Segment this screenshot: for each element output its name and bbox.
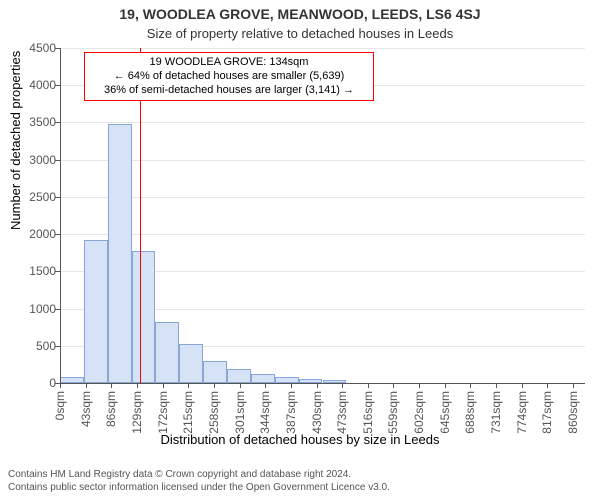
y-tick-label: 1000: [29, 302, 60, 316]
x-tick-mark: [573, 383, 574, 388]
x-tick-mark: [445, 383, 446, 388]
histogram-bar: [203, 361, 227, 383]
x-tick-mark: [291, 383, 292, 388]
annotation-line: 19 WOODLEA GROVE: 134sqm: [91, 56, 367, 70]
x-tick-mark: [393, 383, 394, 388]
x-tick-mark: [137, 383, 138, 388]
annotation-line: 36% of semi-detached houses are larger (…: [91, 84, 367, 98]
y-tick-label: 500: [36, 339, 60, 353]
y-axis-line: [60, 48, 61, 383]
y-axis-label: Number of detached properties: [8, 51, 23, 230]
y-tick-label: 2500: [29, 190, 60, 204]
x-tick-label: 860sqm: [566, 391, 580, 434]
x-tick-label: 559sqm: [386, 391, 400, 434]
x-tick-mark: [111, 383, 112, 388]
footer-text: Contains HM Land Registry data © Crown c…: [8, 469, 390, 494]
x-tick-label: 774sqm: [515, 391, 529, 434]
x-tick-mark: [240, 383, 241, 388]
x-tick-label: 172sqm: [156, 391, 170, 434]
chart-sub-title: Size of property relative to detached ho…: [0, 26, 600, 41]
x-tick-label: 215sqm: [181, 391, 195, 434]
x-tick-mark: [470, 383, 471, 388]
chart-main-title: 19, WOODLEA GROVE, MEANWOOD, LEEDS, LS6 …: [0, 6, 600, 22]
x-tick-mark: [547, 383, 548, 388]
histogram-bar: [84, 240, 108, 383]
x-tick-mark: [419, 383, 420, 388]
x-tick-label: 301sqm: [233, 391, 247, 434]
x-tick-label: 344sqm: [258, 391, 272, 434]
x-tick-mark: [188, 383, 189, 388]
x-tick-label: 602sqm: [412, 391, 426, 434]
x-tick-label: 688sqm: [463, 391, 477, 434]
y-tick-label: 3000: [29, 153, 60, 167]
x-tick-label: 430sqm: [310, 391, 324, 434]
grid-line: [60, 234, 585, 235]
x-tick-label: 43sqm: [79, 391, 93, 427]
x-tick-mark: [265, 383, 266, 388]
y-tick-label: 3500: [29, 115, 60, 129]
footer-line: Contains public sector information licen…: [8, 482, 390, 495]
x-tick-label: 731sqm: [489, 391, 503, 434]
y-tick-label: 0: [49, 376, 60, 390]
y-tick-label: 2000: [29, 227, 60, 241]
annotation-line: ← 64% of detached houses are smaller (5,…: [91, 70, 367, 84]
y-tick-label: 4500: [29, 41, 60, 55]
x-axis-line: [60, 383, 585, 384]
histogram-bar: [227, 369, 251, 383]
x-tick-label: 86sqm: [104, 391, 118, 427]
histogram-bar: [132, 251, 156, 383]
x-axis-label: Distribution of detached houses by size …: [0, 432, 600, 447]
histogram-bar: [108, 124, 132, 383]
x-tick-mark: [317, 383, 318, 388]
x-tick-mark: [522, 383, 523, 388]
x-tick-mark: [342, 383, 343, 388]
x-tick-mark: [60, 383, 61, 388]
grid-line: [60, 160, 585, 161]
x-tick-label: 516sqm: [361, 391, 375, 434]
grid-line: [60, 197, 585, 198]
x-tick-label: 0sqm: [53, 391, 67, 420]
y-tick-label: 1500: [29, 264, 60, 278]
x-tick-mark: [368, 383, 369, 388]
x-tick-label: 817sqm: [540, 391, 554, 434]
x-tick-mark: [86, 383, 87, 388]
footer-line: Contains HM Land Registry data © Crown c…: [8, 469, 390, 482]
histogram-bar: [155, 322, 179, 383]
y-tick-label: 4000: [29, 78, 60, 92]
x-tick-label: 645sqm: [438, 391, 452, 434]
x-tick-label: 129sqm: [130, 391, 144, 434]
x-tick-label: 387sqm: [284, 391, 298, 434]
annotation-box: 19 WOODLEA GROVE: 134sqm← 64% of detache…: [84, 52, 374, 101]
chart-container: { "title": { "main": "19, WOODLEA GROVE,…: [0, 0, 600, 500]
x-tick-label: 473sqm: [335, 391, 349, 434]
x-tick-label: 258sqm: [207, 391, 221, 434]
grid-line: [60, 48, 585, 49]
x-tick-mark: [163, 383, 164, 388]
grid-line: [60, 122, 585, 123]
histogram-bar: [179, 344, 203, 383]
x-tick-mark: [214, 383, 215, 388]
x-tick-mark: [496, 383, 497, 388]
histogram-bar: [251, 374, 275, 383]
